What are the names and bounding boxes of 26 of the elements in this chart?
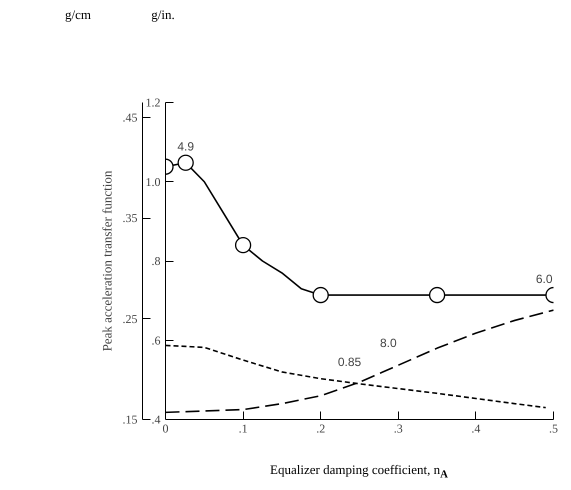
text: g/in. — [151, 6, 175, 24]
y-tick-label: .4 — [152, 412, 160, 426]
text: g/cm — [65, 6, 91, 24]
y-tick-label: 1.0 — [146, 174, 160, 189]
x-tick-label: .2 — [316, 422, 326, 436]
y-tick-label: .8 — [152, 254, 160, 268]
x-axis-title: Equalizer damping coefficient, n$_{A}$ — [269, 461, 449, 483]
x-tick-label: .5 — [549, 422, 558, 436]
y-tick-label: 1.2 — [146, 96, 160, 110]
point — [312, 286, 329, 304]
y2-tick-label: .35 — [122, 211, 138, 226]
series-label: 8.0 — [380, 336, 397, 350]
x-tick-label: .4 — [471, 422, 480, 436]
series-label: 0.85 — [338, 354, 362, 369]
annotation: 6.0 — [536, 272, 553, 286]
x-tick-label: .1 — [238, 422, 248, 436]
y2-tick-label: .45 — [122, 110, 138, 125]
y2-tick-label: .15 — [122, 412, 138, 426]
x-tick-label: .3 — [394, 422, 403, 436]
y2-tick-label: .25 — [122, 312, 138, 326]
x-tick-label: 0 — [162, 422, 168, 436]
y-tick-label: .6 — [152, 333, 160, 348]
point — [178, 154, 194, 171]
point — [234, 237, 252, 254]
y2-axis-title: Peak acceleration transfer function — [100, 170, 114, 352]
annotation: 4.9 — [177, 140, 194, 154]
